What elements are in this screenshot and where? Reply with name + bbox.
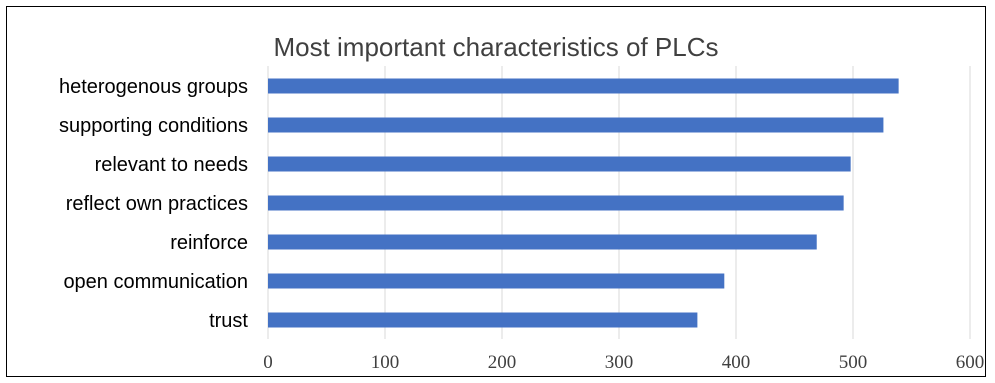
- category-label: reinforce: [170, 232, 248, 254]
- x-tick-label: 300: [605, 352, 634, 373]
- x-tick-label: 100: [371, 352, 400, 373]
- x-tick-label: 500: [839, 352, 868, 373]
- bars: [268, 78, 899, 328]
- x-tick-label: 600: [956, 352, 985, 373]
- category-label: reflect own practices: [66, 193, 248, 215]
- bar: [268, 273, 725, 289]
- bar: [268, 234, 817, 250]
- bar: [268, 195, 844, 211]
- category-label: supporting conditions: [59, 115, 248, 137]
- bar: [268, 78, 899, 94]
- x-tick-label: 200: [488, 352, 517, 373]
- category-label: open communication: [63, 271, 248, 293]
- bar: [268, 117, 884, 133]
- bar: [268, 312, 698, 328]
- x-tick-label: 400: [722, 352, 751, 373]
- bar: [268, 156, 851, 172]
- x-tick-labels: 0 100 200 300 400 500 600: [263, 352, 984, 373]
- category-label: relevant to needs: [95, 154, 248, 176]
- x-tick-label: 0: [263, 352, 273, 373]
- chart-title: Most important characteristics of PLCs: [273, 32, 718, 62]
- category-labels: heterogenous groups supporting conditions…: [59, 76, 248, 332]
- category-label: trust: [209, 310, 248, 332]
- category-label: heterogenous groups: [59, 76, 248, 98]
